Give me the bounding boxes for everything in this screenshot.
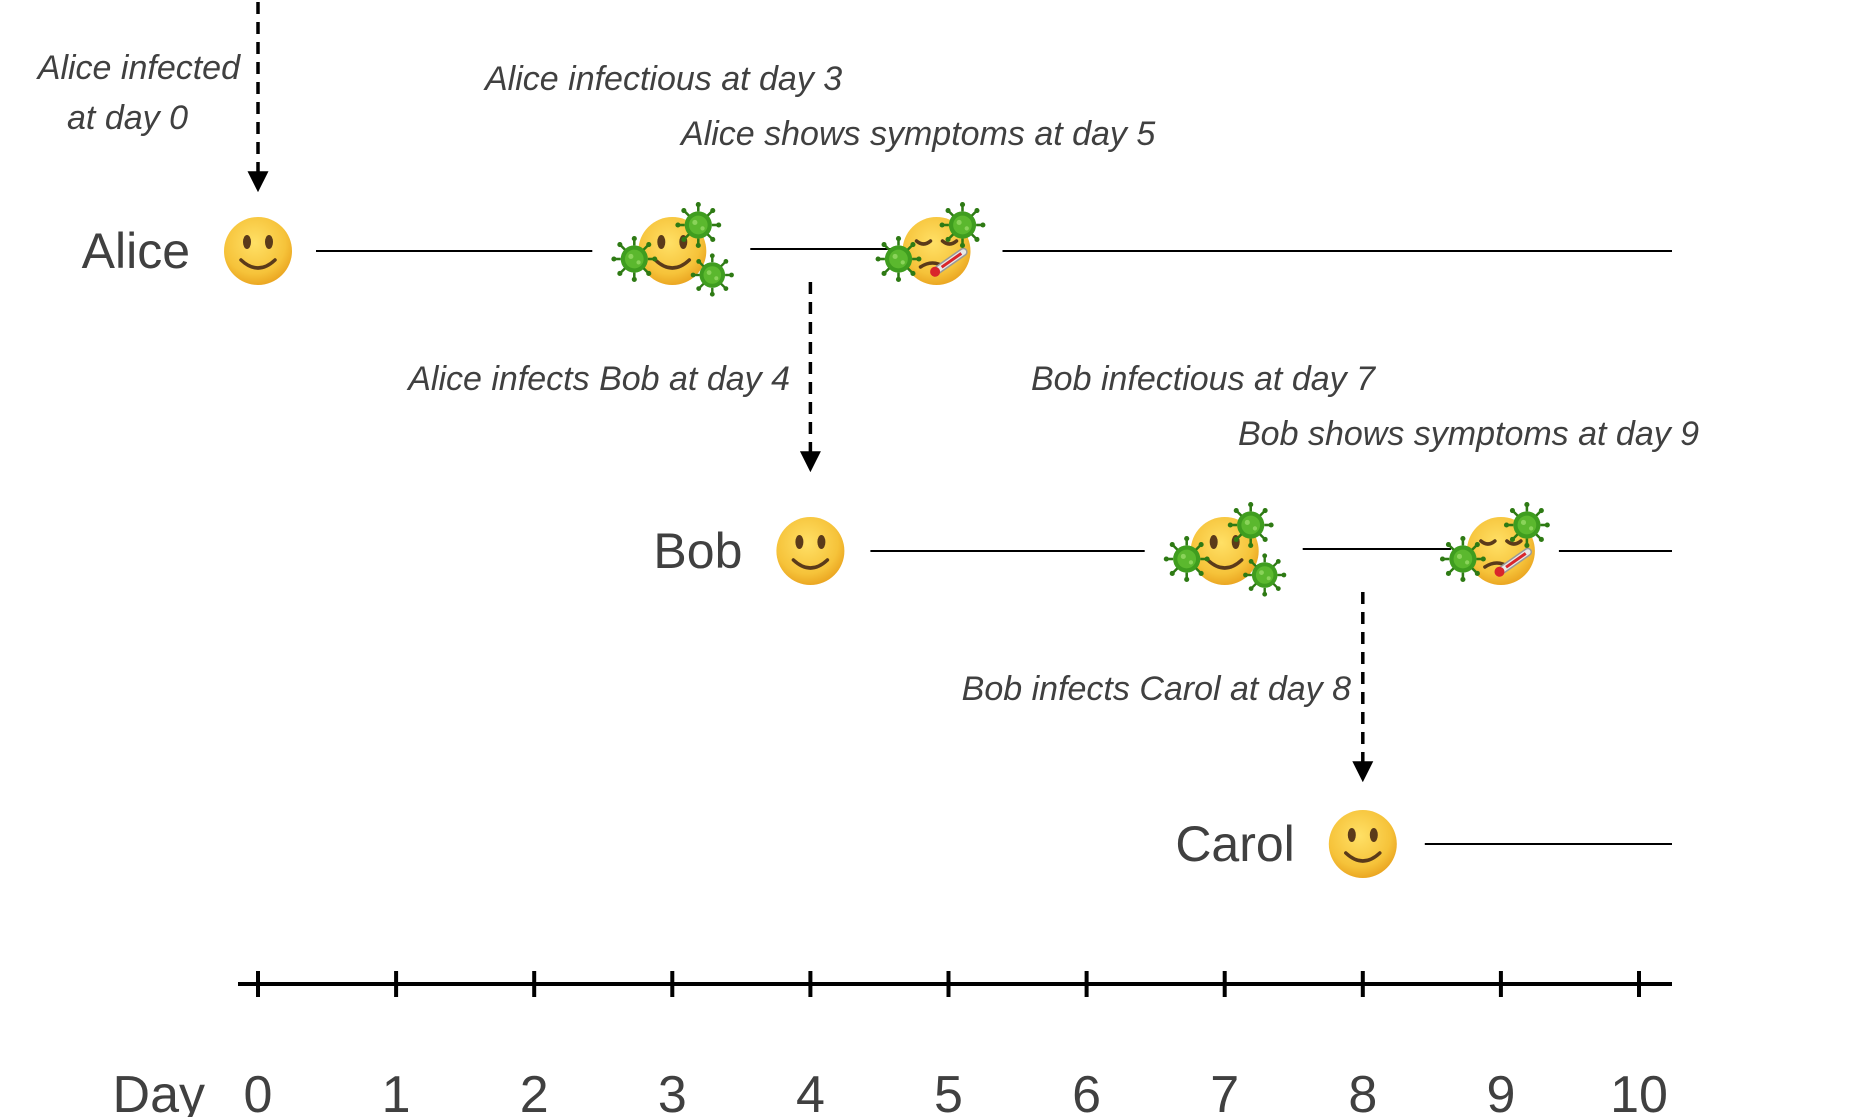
bob-name-label: Bob [653,523,742,579]
bob-healthy-icon [774,515,847,587]
day-tick-label: 6 [1072,1066,1101,1117]
bob-infectious-note: Bob infectious at day 7 [1031,360,1376,398]
day-tick-label: 7 [1210,1066,1239,1117]
alice-infected-note: at day 0 [67,99,188,137]
alice-infects-bob-note: Alice infects Bob at day 4 [406,360,790,398]
alice-infectious-icon [610,200,736,298]
alice-infected-note: Alice infected [36,49,241,87]
day-tick-label: 3 [658,1066,687,1117]
alice-symptoms-note: Alice shows symptoms at day 5 [679,115,1155,153]
alice-infectious-note: Alice infectious at day 3 [483,60,842,98]
bob-symptoms-note: Bob shows symptoms at day 9 [1238,415,1699,453]
day-tick-label: 1 [382,1066,411,1117]
day-tick-label: 4 [796,1066,825,1117]
alice-name-label: Alice [82,223,190,279]
day-axis-label: Day [113,1066,205,1117]
bob-symptomatic-icon [1438,500,1552,587]
alice-healthy-icon [222,215,294,287]
day-tick-label: 2 [520,1066,549,1117]
alice-symptomatic-icon [874,200,987,287]
day-tick-label: 5 [934,1066,963,1117]
day-tick-label: 8 [1348,1066,1377,1117]
day-tick-label: 0 [244,1066,273,1117]
carol-name-label: Carol [1175,816,1294,872]
day-tick-label: 10 [1610,1066,1668,1117]
carol-healthy-icon [1327,808,1399,880]
bob-infects-carol-note: Bob infects Carol at day 8 [962,670,1351,708]
bob-infectious-icon [1162,500,1288,598]
day-tick-label: 9 [1486,1066,1515,1117]
